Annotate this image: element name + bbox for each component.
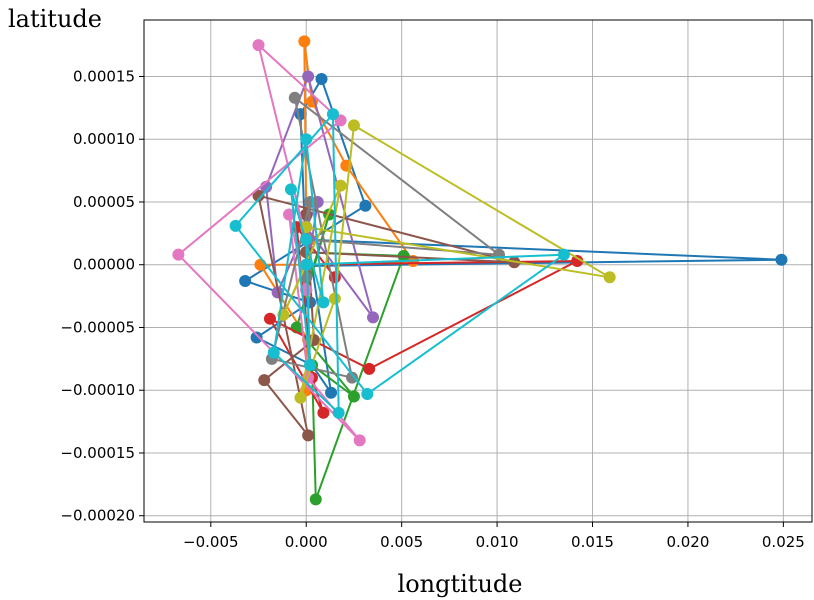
data-point [298, 35, 311, 48]
data-point [317, 296, 330, 309]
data-point [328, 292, 341, 305]
data-point [334, 179, 347, 192]
data-series [239, 72, 788, 399]
data-point [571, 254, 584, 267]
x-tick-label: 0.025 [762, 533, 805, 551]
data-point [254, 258, 267, 271]
y-tick-label: 0.00010 [73, 130, 135, 148]
data-point [346, 371, 359, 384]
data-point [300, 271, 313, 284]
data-point [332, 406, 345, 419]
x-tick-label: 0.010 [476, 533, 519, 551]
data-point [288, 91, 301, 104]
x-tick-label: −0.005 [183, 533, 239, 551]
series-line [234, 111, 568, 416]
data-point [309, 493, 322, 506]
y-tick-label: −0.00005 [60, 318, 135, 336]
data-point [361, 387, 374, 400]
data-point [258, 374, 271, 387]
y-tick-label: 0.00000 [73, 256, 135, 274]
series-line [176, 42, 361, 442]
data-point [267, 346, 280, 359]
data-point [252, 39, 265, 52]
grid-lines [144, 20, 812, 522]
data-point [294, 391, 307, 404]
x-tick-label: 0.000 [285, 533, 328, 551]
y-axis-ticks: 0.00015 0.00010 0.00005 0.00000 −0.00005 −0.0… [60, 67, 144, 525]
series-line [267, 223, 578, 414]
data-point [557, 248, 570, 261]
data-point [304, 359, 317, 372]
data-point [315, 72, 328, 85]
series-layer [172, 35, 788, 506]
data-point [172, 248, 185, 261]
data-point [302, 429, 315, 442]
data-point [300, 233, 313, 246]
data-point [603, 271, 616, 284]
y-tick-label: −0.00010 [60, 381, 135, 399]
x-tick-label: 0.005 [380, 533, 423, 551]
y-axis-label: latitude [8, 5, 102, 33]
x-axis-ticks: −0.005 0.000 0.005 0.010 0.015 0.020 0.025 [183, 522, 805, 551]
data-point [347, 390, 360, 403]
data-point [347, 119, 360, 132]
data-point [284, 183, 297, 196]
y-tick-label: 0.00005 [73, 193, 135, 211]
x-tick-label: 0.015 [571, 533, 614, 551]
data-point [363, 362, 376, 375]
y-tick-label: −0.00020 [60, 507, 135, 525]
x-tick-label: 0.020 [666, 533, 709, 551]
y-tick-label: 0.00015 [73, 67, 135, 85]
data-point [317, 406, 330, 419]
data-point [325, 386, 338, 399]
data-point [300, 133, 313, 146]
data-point [239, 275, 252, 288]
data-point [353, 434, 366, 447]
data-point [300, 258, 313, 271]
data-point [367, 311, 380, 324]
data-point [300, 283, 313, 296]
data-point [229, 219, 242, 232]
data-point [252, 189, 265, 202]
y-tick-label: −0.00015 [60, 444, 135, 462]
data-point [775, 253, 788, 266]
data-point [263, 312, 276, 325]
data-point [359, 199, 372, 212]
x-axis-label: longtitude [398, 570, 523, 598]
series-line [295, 214, 406, 500]
data-point [250, 331, 263, 344]
plot-frame [143, 19, 813, 523]
data-point [283, 208, 296, 221]
data-point [326, 108, 339, 121]
data-series [172, 39, 366, 447]
data-point [302, 70, 315, 83]
data-series [229, 108, 570, 419]
